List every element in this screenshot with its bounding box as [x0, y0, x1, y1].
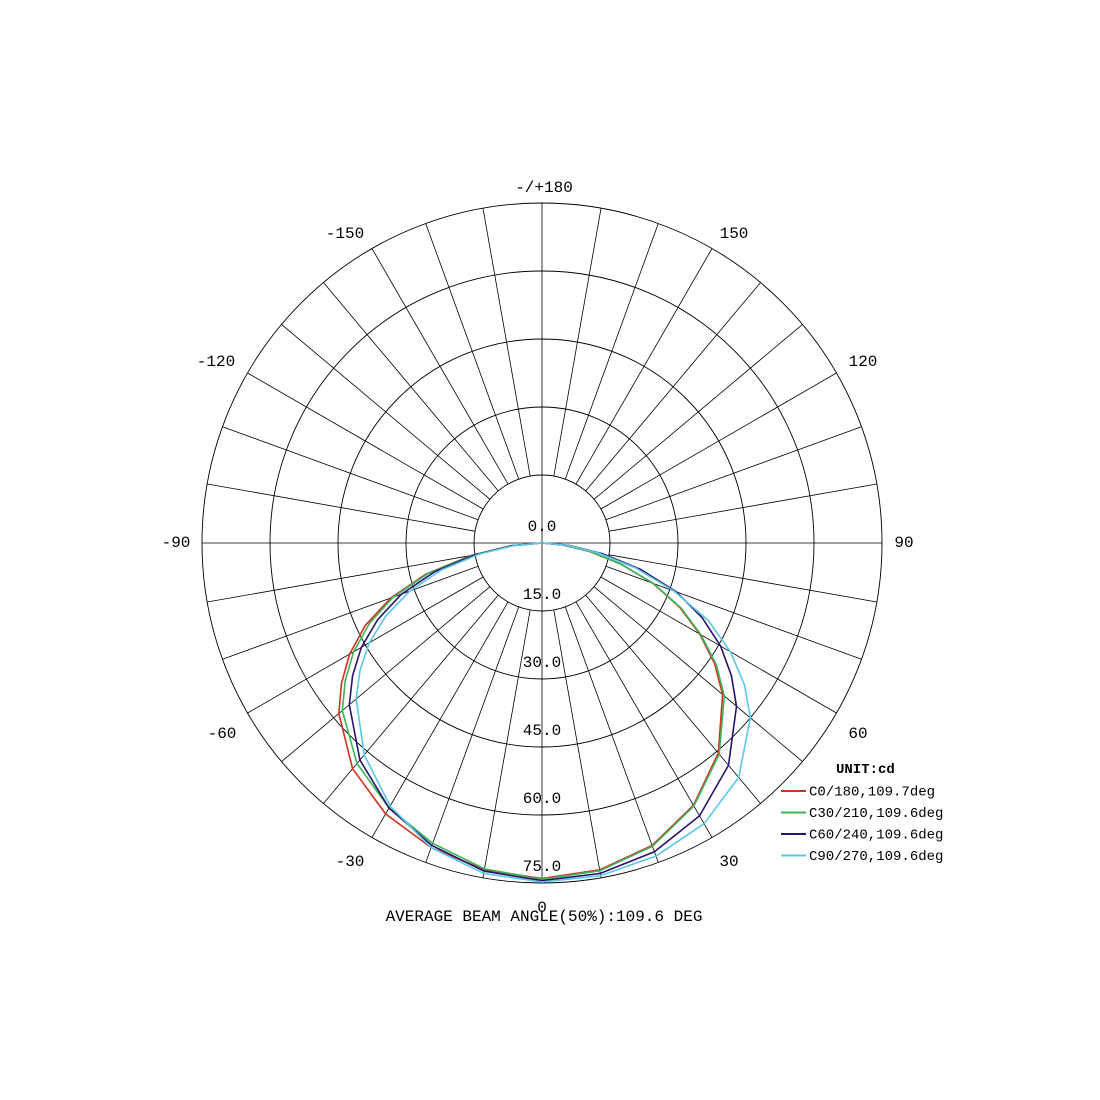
radial-tick-label: 0.0 — [528, 518, 557, 536]
grid-spoke — [425, 223, 520, 480]
grid-spoke — [605, 426, 862, 521]
grid-spoke — [207, 554, 476, 603]
grid-spoke — [247, 372, 484, 510]
grid-spoke — [482, 609, 531, 878]
beam-angle-caption: AVERAGE BEAM ANGLE(50%):109.6 DEG — [386, 908, 703, 926]
grid-spoke — [605, 565, 862, 660]
legend: UNIT:cd C0/180,109.7deg C30/210,109.6deg C… — [781, 762, 943, 865]
grid-spoke — [553, 208, 602, 477]
grid-spoke — [281, 586, 491, 762]
radial-tick-labels: 0.0 15.0 30.0 45.0 60.0 75.0 — [523, 518, 561, 876]
radial-tick-label: 45.0 — [523, 722, 561, 740]
grid-spoke — [425, 606, 520, 863]
grid-spoke — [575, 248, 713, 485]
angle-labels: -/+180 150 -150 120 -120 90 -90 60 -60 30 -30 0 — [162, 179, 914, 917]
grid-spoke — [564, 606, 659, 863]
grid-spoke — [600, 576, 837, 714]
grid-spoke — [575, 601, 713, 838]
grid-spoke — [553, 609, 602, 878]
grid-spoke — [371, 248, 509, 485]
grid-spoke — [600, 372, 837, 510]
legend-entry: C30/210,109.6deg — [809, 806, 943, 822]
angle-label: -30 — [336, 853, 365, 871]
unit-label: UNIT:cd — [836, 762, 895, 778]
angle-label: -90 — [162, 534, 191, 552]
legend-entry: C90/270,109.6deg — [809, 849, 943, 865]
angle-label: -60 — [208, 725, 237, 743]
grid-spoke — [585, 594, 761, 804]
angle-label: 0 — [537, 899, 547, 917]
angle-label: 90 — [894, 534, 913, 552]
grid-spoke — [608, 483, 877, 532]
grid-spoke — [323, 282, 499, 492]
grid-spoke — [585, 282, 761, 492]
angle-label: 120 — [849, 353, 878, 371]
angle-label: 150 — [720, 225, 749, 243]
grid-spoke — [222, 426, 479, 521]
grid-spoke — [564, 223, 659, 480]
angle-label: -150 — [326, 225, 364, 243]
angle-label: -120 — [197, 353, 235, 371]
grid-spoke — [482, 208, 531, 477]
series-curve — [341, 542, 726, 881]
series-curves — [337, 542, 752, 883]
grid-spoke — [281, 324, 491, 500]
angle-label: 60 — [848, 725, 867, 743]
grid-spoke — [608, 554, 877, 603]
grid-spoke — [222, 565, 479, 660]
legend-entry: C60/240,109.6deg — [809, 828, 943, 844]
grid-spoke — [371, 601, 509, 838]
radial-tick-label: 60.0 — [523, 790, 561, 808]
angle-label: -/+180 — [515, 179, 573, 197]
grid-spoke — [593, 324, 803, 500]
grid-spoke — [247, 576, 484, 714]
grid-spoke — [593, 586, 803, 762]
angle-label: 30 — [719, 853, 738, 871]
radial-tick-label: 75.0 — [523, 858, 561, 876]
grid-spoke — [207, 483, 476, 532]
radial-tick-label: 30.0 — [523, 654, 561, 672]
polar-grid — [201, 202, 883, 884]
series-curve — [355, 542, 752, 883]
radial-tick-label: 15.0 — [523, 586, 561, 604]
legend-entry: C0/180,109.7deg — [809, 785, 935, 801]
